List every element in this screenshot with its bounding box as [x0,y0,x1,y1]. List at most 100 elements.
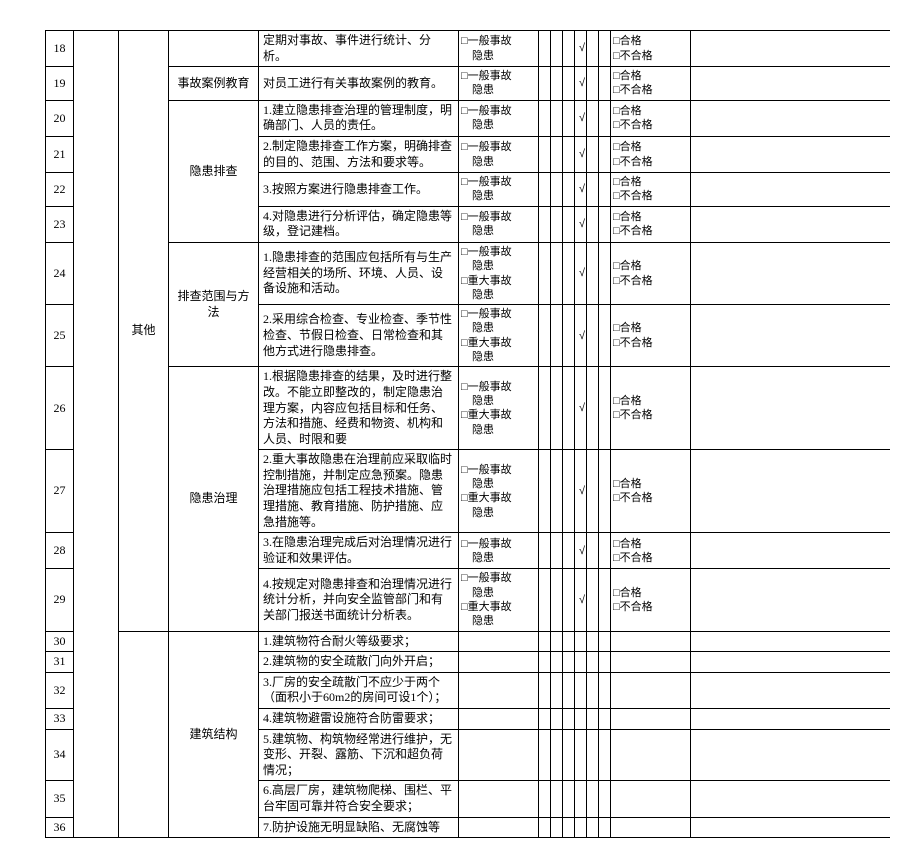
row-number: 18 [46,31,74,67]
risk-major: □重大事故 隐患 [461,600,534,629]
narrow-col-3 [563,450,575,533]
check-mark-cell: √ [575,305,587,367]
check-mark-cell [575,781,587,817]
narrow-col-1 [539,781,551,817]
table-row: 20隐患排查1.建立隐患排查治理的管理制度，明确部门、人员的责任。□一般事故 隐… [46,100,891,136]
result-cell [611,709,691,730]
result-fail: □不合格 [613,155,686,169]
result-pass: □合格 [613,210,686,224]
narrow-col-2 [551,672,563,708]
narrow-col-2 [551,781,563,817]
risk-level: □一般事故 隐患 [459,67,539,101]
narrow-col-5 [599,781,611,817]
result-cell: □合格□不合格 [611,173,691,207]
narrow-col-4 [587,100,599,136]
narrow-col-1 [539,709,551,730]
result-cell [611,631,691,652]
risk-level: □一般事故 隐患 [459,31,539,67]
narrow-col-4 [587,652,599,673]
narrow-col-2 [551,569,563,631]
item-description: 2.重大事故隐患在治理前应采取临时控制措施，并制定应急预案。隐患治理措施应包括工… [259,450,459,533]
item-description: 2.制定隐患排查工作方案，明确排查的目的、范围、方法和要求等。 [259,136,459,172]
risk-general: □一般事故 隐患 [461,175,534,204]
risk-level: □一般事故 隐患□重大事故 隐患 [459,450,539,533]
item-description: 2.建筑物的安全疏散门向外开启； [259,652,459,673]
narrow-col-5 [599,569,611,631]
item-description: 4.建筑物避雷设施符合防雷要求； [259,709,459,730]
narrow-col-2 [551,206,563,242]
risk-level: □一般事故 隐患 [459,100,539,136]
check-mark-cell [575,729,587,781]
result-fail: □不合格 [613,274,686,288]
row-number: 21 [46,136,74,172]
category-level-3 [169,31,259,67]
risk-general: □一般事故 隐患 [461,307,534,336]
narrow-col-5 [599,305,611,367]
narrow-col-2 [551,533,563,569]
result-pass: □合格 [613,586,686,600]
item-description: 1.根据隐患排查的结果，及时进行整改。不能立即整改的，制定隐患治理方案，内容应包… [259,367,459,450]
narrow-col-4 [587,67,599,101]
tail-cell [691,652,891,673]
narrow-col-4 [587,709,599,730]
check-mark-cell: √ [575,136,587,172]
narrow-col-5 [599,173,611,207]
check-mark-cell: √ [575,67,587,101]
risk-general: □一般事故 隐患 [461,69,534,98]
narrow-col-3 [563,569,575,631]
result-cell: □合格□不合格 [611,367,691,450]
result-cell [611,781,691,817]
narrow-col-5 [599,206,611,242]
check-mark-cell [575,817,587,838]
narrow-col-3 [563,729,575,781]
category-level-3: 事故案例教育 [169,67,259,101]
narrow-col-5 [599,533,611,569]
row-number: 25 [46,305,74,367]
tail-cell [691,569,891,631]
narrow-col-3 [563,817,575,838]
result-pass: □合格 [613,104,686,118]
narrow-col-3 [563,709,575,730]
risk-level [459,729,539,781]
narrow-col-3 [563,136,575,172]
narrow-col-3 [563,100,575,136]
narrow-col-5 [599,450,611,533]
tail-cell [691,367,891,450]
row-number: 30 [46,631,74,652]
narrow-col-5 [599,631,611,652]
narrow-col-5 [599,67,611,101]
risk-level [459,817,539,838]
risk-general: □一般事故 隐患 [461,245,534,274]
item-description: 1.建立隐患排查治理的管理制度，明确部门、人员的责任。 [259,100,459,136]
narrow-col-1 [539,100,551,136]
narrow-col-2 [551,67,563,101]
narrow-col-5 [599,652,611,673]
result-cell: □合格□不合格 [611,242,691,304]
narrow-col-4 [587,206,599,242]
risk-general: □一般事故 隐患 [461,537,534,566]
check-mark-cell: √ [575,31,587,67]
narrow-col-3 [563,173,575,207]
result-pass: □合格 [613,69,686,83]
narrow-col-4 [587,450,599,533]
narrow-col-4 [587,817,599,838]
narrow-col-2 [551,729,563,781]
check-mark-cell: √ [575,569,587,631]
narrow-col-5 [599,31,611,67]
result-pass: □合格 [613,537,686,551]
result-fail: □不合格 [613,551,686,565]
risk-level [459,672,539,708]
item-description: 4.按规定对隐患排查和治理情况进行统计分析，并向安全监管部门和有关部门报送书面统… [259,569,459,631]
item-description: 1.建筑物符合耐火等级要求； [259,631,459,652]
narrow-col-5 [599,672,611,708]
result-fail: □不合格 [613,224,686,238]
narrow-col-4 [587,305,599,367]
narrow-col-3 [563,31,575,67]
narrow-col-4 [587,781,599,817]
result-cell: □合格□不合格 [611,305,691,367]
table-row: 26隐患治理1.根据隐患排查的结果，及时进行整改。不能立即整改的，制定隐患治理方… [46,367,891,450]
item-description: 3.在隐患治理完成后对治理情况进行验证和效果评估。 [259,533,459,569]
narrow-col-4 [587,242,599,304]
risk-major: □重大事故 隐患 [461,408,534,437]
narrow-col-2 [551,652,563,673]
